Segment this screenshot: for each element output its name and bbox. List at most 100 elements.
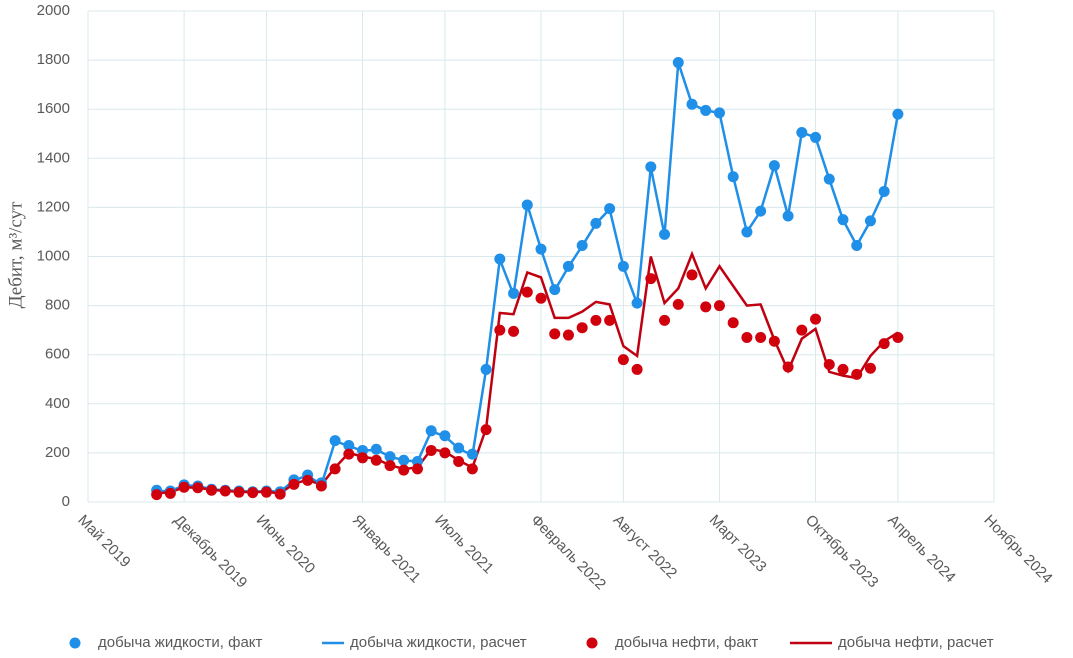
data-point bbox=[604, 314, 616, 326]
data-point bbox=[274, 488, 286, 500]
data-point bbox=[810, 131, 822, 143]
data-point bbox=[343, 448, 355, 460]
legend-marker bbox=[586, 637, 598, 649]
y-axis-title: Дебит, м³/сут bbox=[5, 201, 26, 309]
series-line bbox=[156, 62, 900, 493]
data-point bbox=[576, 239, 588, 251]
data-point bbox=[727, 317, 739, 329]
legend-label: добыча жидкости, расчет bbox=[350, 634, 527, 651]
data-point bbox=[466, 448, 478, 460]
data-point bbox=[823, 173, 835, 185]
data-point bbox=[247, 487, 259, 499]
data-point bbox=[864, 362, 876, 374]
data-point bbox=[439, 430, 451, 442]
data-point bbox=[302, 474, 314, 486]
data-point bbox=[892, 108, 904, 120]
data-point bbox=[878, 185, 890, 197]
data-point bbox=[796, 324, 808, 336]
data-point bbox=[425, 444, 437, 456]
data-point bbox=[549, 328, 561, 340]
data-point bbox=[453, 455, 465, 467]
data-point bbox=[398, 454, 410, 466]
data-point bbox=[851, 368, 863, 380]
data-point bbox=[631, 363, 643, 375]
data-point bbox=[370, 454, 382, 466]
data-point bbox=[576, 322, 588, 334]
data-point bbox=[851, 239, 863, 251]
data-point bbox=[617, 260, 629, 272]
data-point bbox=[219, 485, 231, 497]
data-point bbox=[192, 482, 204, 494]
y-tick-label: 2000 bbox=[37, 2, 70, 19]
data-point bbox=[590, 314, 602, 326]
data-point bbox=[700, 104, 712, 116]
data-point bbox=[659, 228, 671, 240]
data-point bbox=[206, 484, 218, 496]
y-tick-label: 1400 bbox=[37, 149, 70, 166]
data-point bbox=[453, 442, 465, 454]
y-tick-label: 600 bbox=[45, 346, 70, 363]
data-point bbox=[823, 359, 835, 371]
legend-label: добыча нефти, расчет bbox=[838, 634, 994, 651]
data-point bbox=[755, 332, 767, 344]
data-point bbox=[686, 269, 698, 281]
data-point bbox=[425, 425, 437, 437]
data-point bbox=[892, 332, 904, 344]
y-tick-label: 1600 bbox=[37, 100, 70, 117]
x-tick-label: Апрель 2024 bbox=[884, 512, 959, 587]
x-tick-label: Июнь 2020 bbox=[253, 512, 319, 578]
x-tick-label: Январь 2021 bbox=[349, 512, 424, 587]
data-point bbox=[384, 460, 396, 472]
data-point bbox=[508, 325, 520, 337]
legend-label: добыча жидкости, факт bbox=[98, 634, 263, 651]
x-tick-label: Март 2023 bbox=[706, 512, 770, 576]
data-point bbox=[411, 463, 423, 475]
data-point bbox=[329, 463, 341, 475]
y-tick-label: 1000 bbox=[37, 247, 70, 264]
data-point bbox=[686, 98, 698, 110]
data-point bbox=[700, 301, 712, 313]
x-tick-label: Февраль 2022 bbox=[527, 512, 609, 594]
x-tick-label: Ноябрь 2024 bbox=[980, 512, 1055, 587]
y-tick-label: 400 bbox=[45, 395, 70, 412]
data-point bbox=[178, 481, 190, 493]
data-point bbox=[535, 292, 547, 304]
data-point bbox=[535, 243, 547, 255]
data-point bbox=[713, 300, 725, 312]
data-point bbox=[549, 284, 561, 296]
y-tick-label: 1800 bbox=[37, 51, 70, 68]
data-point bbox=[508, 287, 520, 299]
y-tick-label: 1200 bbox=[37, 198, 70, 215]
data-point bbox=[659, 314, 671, 326]
data-point bbox=[837, 363, 849, 375]
data-point bbox=[631, 297, 643, 309]
data-point bbox=[357, 452, 369, 464]
data-point bbox=[494, 324, 506, 336]
data-point bbox=[562, 260, 574, 272]
data-point bbox=[837, 214, 849, 226]
data-point bbox=[782, 361, 794, 373]
data-point bbox=[672, 298, 684, 310]
legend-label: добыча нефти, факт bbox=[615, 634, 758, 651]
data-point bbox=[343, 440, 355, 452]
data-point bbox=[604, 203, 616, 215]
data-point bbox=[494, 253, 506, 265]
data-point bbox=[864, 215, 876, 227]
data-point bbox=[768, 335, 780, 347]
data-point bbox=[288, 478, 300, 490]
data-point bbox=[521, 199, 533, 211]
data-point bbox=[741, 226, 753, 238]
data-point bbox=[562, 329, 574, 341]
data-point bbox=[480, 363, 492, 375]
data-point bbox=[370, 443, 382, 455]
x-tick-label: Июль 2021 bbox=[431, 512, 497, 578]
data-point bbox=[617, 354, 629, 366]
x-tick-label: Август 2022 bbox=[610, 512, 680, 582]
x-tick-label: Октябрь 2023 bbox=[802, 512, 882, 592]
data-point bbox=[260, 486, 272, 498]
y-tick-label: 0 bbox=[62, 493, 70, 510]
data-point bbox=[384, 451, 396, 463]
y-tick-label: 800 bbox=[45, 297, 70, 314]
data-point bbox=[315, 480, 327, 492]
